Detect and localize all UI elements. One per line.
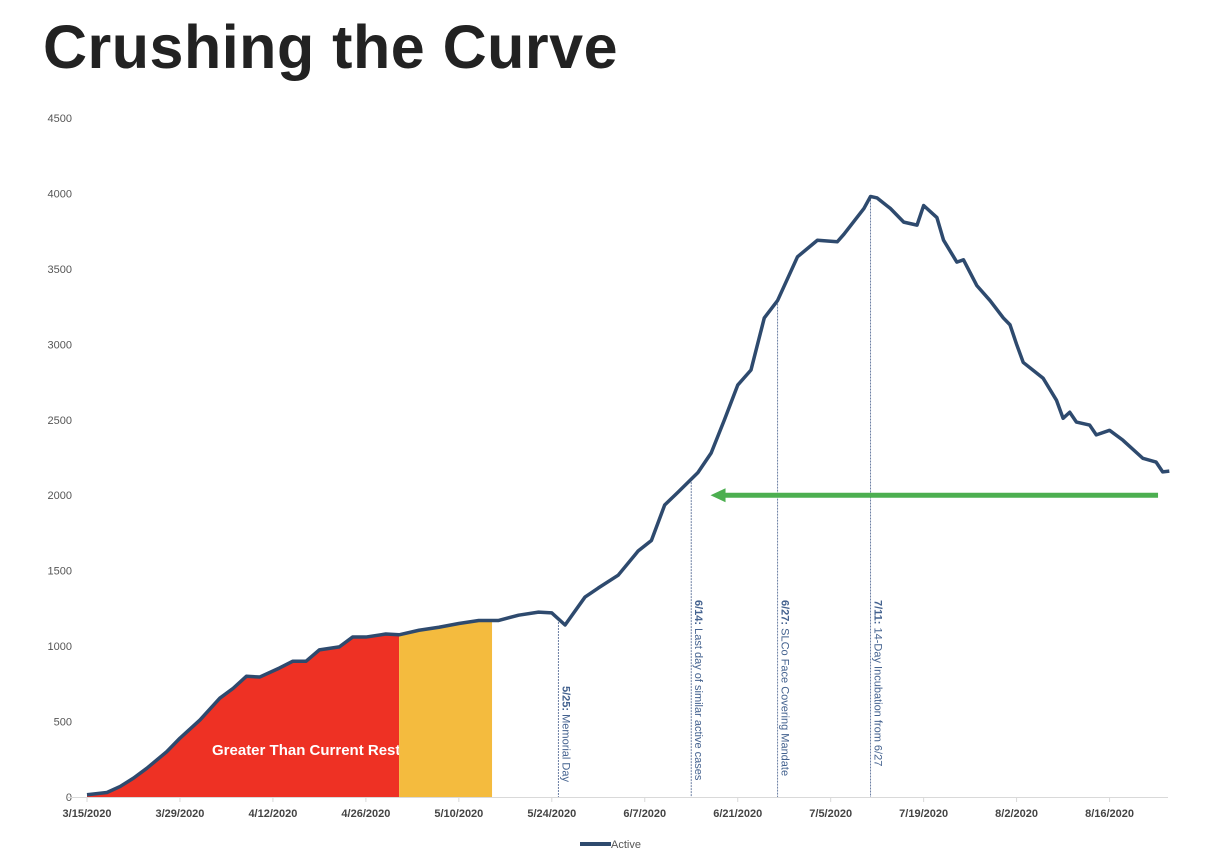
y-tick-label: 3000 bbox=[48, 339, 72, 351]
annotation-text: SLCo Face Covering Mandate bbox=[779, 625, 791, 776]
x-tick-label: 6/7/2020 bbox=[623, 808, 666, 820]
annotation-label: 6/27: SLCo Face Covering Mandate bbox=[779, 600, 791, 776]
annotation-text: Memorial Day bbox=[559, 711, 571, 782]
legend-label-active: Active bbox=[611, 839, 641, 851]
x-tick-label: 3/15/2020 bbox=[63, 808, 112, 820]
annotation-label: 5/25: Memorial Day bbox=[559, 686, 571, 782]
x-tick-label: 5/24/2020 bbox=[527, 808, 576, 820]
annotation-text: 14-Day Incubation from 6/27 bbox=[872, 624, 884, 766]
y-axis: 050010001500200025003000350040004500 bbox=[48, 113, 72, 804]
annotation-date: 7/11: bbox=[872, 600, 884, 624]
y-tick-label: 4000 bbox=[48, 188, 72, 200]
x-tick-label: 5/10/2020 bbox=[434, 808, 483, 820]
y-tick-label: 4500 bbox=[48, 113, 72, 125]
x-tick-label: 4/12/2020 bbox=[248, 808, 297, 820]
x-tick-label: 3/29/2020 bbox=[155, 808, 204, 820]
chart-title: Crushing the Curve bbox=[43, 13, 619, 81]
annotation-label: 7/11: 14-Day Incubation from 6/27 bbox=[872, 600, 884, 766]
x-tick-label: 6/21/2020 bbox=[713, 808, 762, 820]
x-tick-label: 7/5/2020 bbox=[809, 808, 852, 820]
series-line-active bbox=[86, 194, 1170, 797]
y-tick-label: 2000 bbox=[48, 490, 72, 502]
annotation-date: 6/14: bbox=[692, 600, 704, 625]
x-tick-label: 4/26/2020 bbox=[341, 808, 390, 820]
y-tick-label: 1500 bbox=[48, 566, 72, 578]
arrow bbox=[710, 488, 1159, 503]
x-tick-label: 7/19/2020 bbox=[899, 808, 948, 820]
arrow-head bbox=[710, 488, 726, 503]
annotation-label: 6/14: Last day of similar active cases bbox=[692, 600, 704, 781]
shaded-region-0 bbox=[87, 634, 400, 797]
x-tick-label: 8/16/2020 bbox=[1085, 808, 1134, 820]
annotation-date: 6/27: bbox=[779, 600, 791, 625]
legend: Active bbox=[580, 839, 641, 851]
x-axis: 3/15/2020 3/29/2020 4/12/2020 4/26/2020 5/10… bbox=[63, 797, 1168, 820]
y-tick-label: 1000 bbox=[48, 641, 72, 653]
y-tick-label: 3500 bbox=[48, 264, 72, 276]
y-tick-label: 500 bbox=[54, 717, 72, 729]
shaded-region-1 bbox=[399, 620, 493, 797]
series bbox=[86, 194, 1170, 797]
shaded-regions: Greater Than Current Restrictions bbox=[87, 620, 493, 797]
annotation-text: Last day of similar active cases bbox=[692, 625, 704, 781]
annotation-date: 5/25: bbox=[559, 686, 571, 711]
region-label: Greater Than Current Restrictions bbox=[212, 742, 455, 759]
x-tick-label: 8/2/2020 bbox=[995, 808, 1038, 820]
y-tick-label: 2500 bbox=[48, 415, 72, 427]
